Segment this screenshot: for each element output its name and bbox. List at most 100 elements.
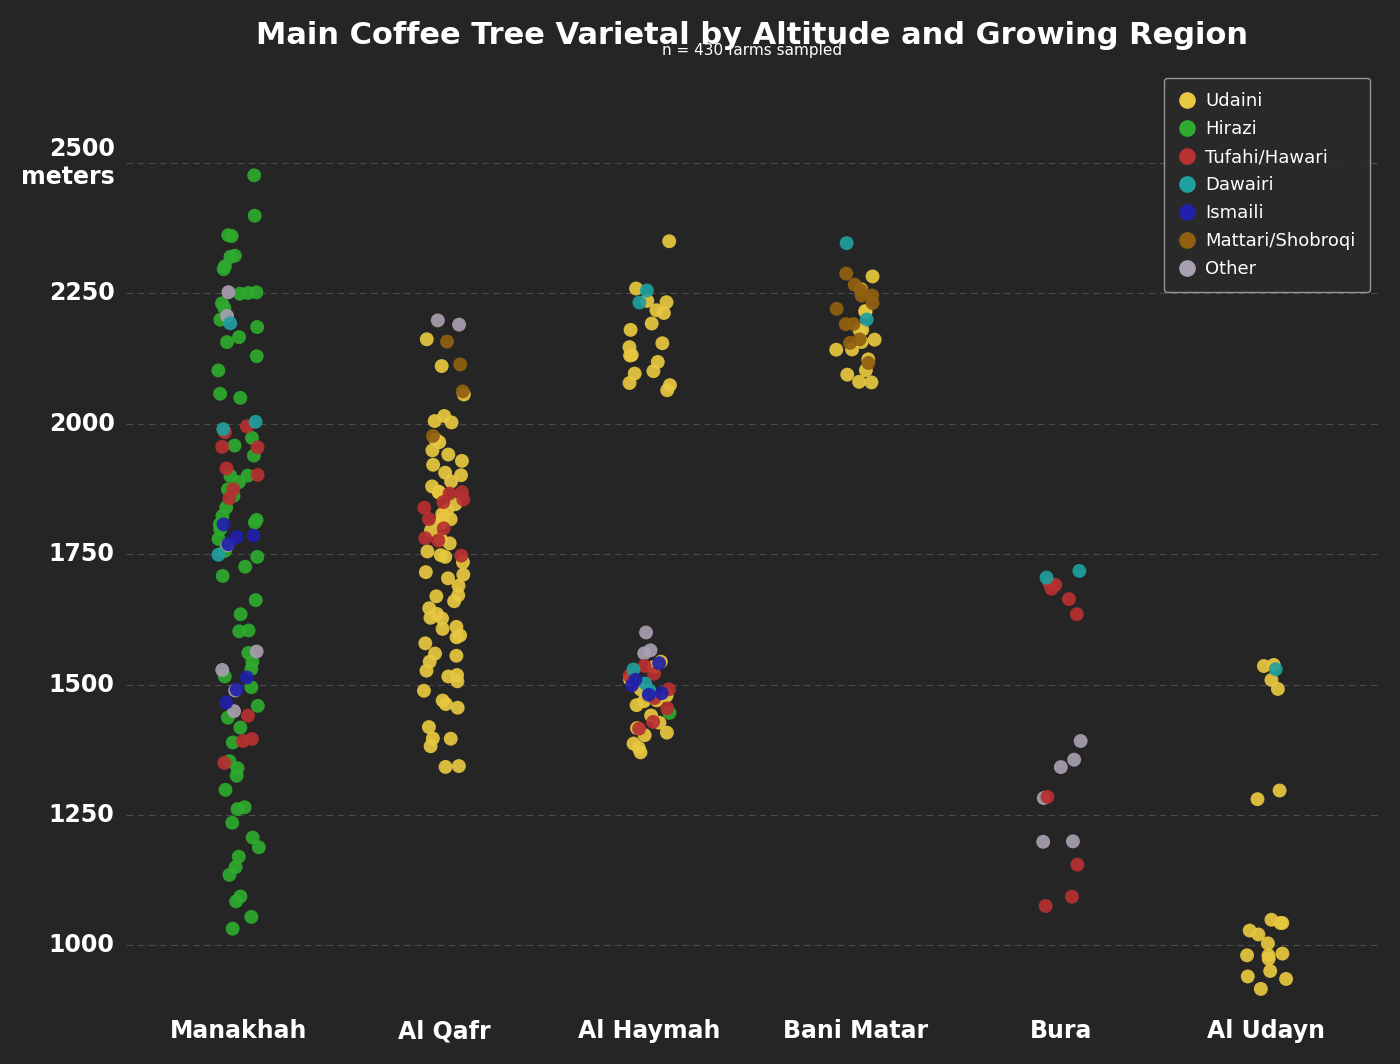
Point [623,365,645,382]
Point [836,366,858,383]
Point [1033,789,1056,807]
Point [841,340,864,358]
Point [843,316,865,333]
Point [434,464,456,481]
Point [633,658,655,675]
Point [641,315,664,332]
Point [211,567,234,584]
Point [629,720,651,737]
Point [447,586,469,603]
Point [217,284,239,301]
Point [861,295,883,312]
Point [619,347,641,364]
Point [1061,833,1084,850]
Point [416,662,438,679]
Point [834,265,857,282]
Point [620,677,643,694]
Point [431,512,454,529]
Point [855,362,878,379]
Point [435,333,458,350]
Point [652,304,675,321]
Point [209,385,231,402]
Point [434,759,456,776]
Point [655,687,678,704]
Point [245,284,267,301]
Point [1275,970,1298,987]
Point [241,731,263,748]
Point [1058,591,1081,608]
Point [648,714,671,731]
Point [1247,926,1270,943]
Point [658,681,680,698]
Point [435,696,458,713]
Point [221,814,244,831]
Point [235,418,258,435]
Point [414,564,437,581]
Point [1035,897,1057,914]
Point [651,685,673,702]
Point [214,668,237,685]
Point [413,682,435,699]
Point [241,909,263,926]
Legend: Udaini, Hirazi, Tufahi/Hawari, Dawairi, Ismaili, Mattari/Shobroqi, Other: Udaini, Hirazi, Tufahi/Hawari, Dawairi, … [1163,78,1371,293]
Point [1257,947,1280,964]
Point [438,535,461,552]
Point [1267,681,1289,698]
Point [1044,577,1067,594]
Point [624,280,647,297]
Point [216,334,238,351]
Point [659,377,682,394]
Point [237,708,259,725]
Point [839,334,861,351]
Point [244,514,266,531]
Point [850,282,872,299]
Point [626,719,648,736]
Point [825,342,847,359]
Point [207,546,230,563]
Point [218,866,241,883]
Point [242,527,265,544]
Point [438,485,461,502]
Point [861,287,883,304]
Point [1068,563,1091,580]
Point [848,331,871,348]
Point [1268,782,1291,799]
Point [213,516,235,533]
Point [228,285,251,302]
Point [421,478,444,495]
Point [433,408,455,425]
Point [452,553,475,570]
Point [430,514,452,531]
Point [246,439,269,456]
Point [633,693,655,710]
Point [445,629,468,646]
Point [207,362,230,379]
Point [242,447,265,464]
Point [634,675,657,692]
Point [209,312,231,329]
Point [1063,751,1085,768]
Point [218,315,241,332]
Point [634,624,657,641]
Point [843,277,865,294]
Point [423,413,445,430]
Point [241,661,263,678]
Point [447,699,469,716]
Point [1259,963,1281,980]
Point [640,642,662,659]
Point [214,423,237,440]
Point [214,781,237,798]
Point [241,679,263,696]
Point [1271,914,1294,931]
Point [451,547,473,564]
Point [216,460,238,477]
Point [220,228,242,245]
Point [217,709,239,726]
Point [857,351,879,368]
Point [214,543,237,560]
Point [861,268,883,285]
Point [213,299,235,316]
Point [444,496,466,513]
Point [623,735,645,752]
Point [850,333,872,350]
